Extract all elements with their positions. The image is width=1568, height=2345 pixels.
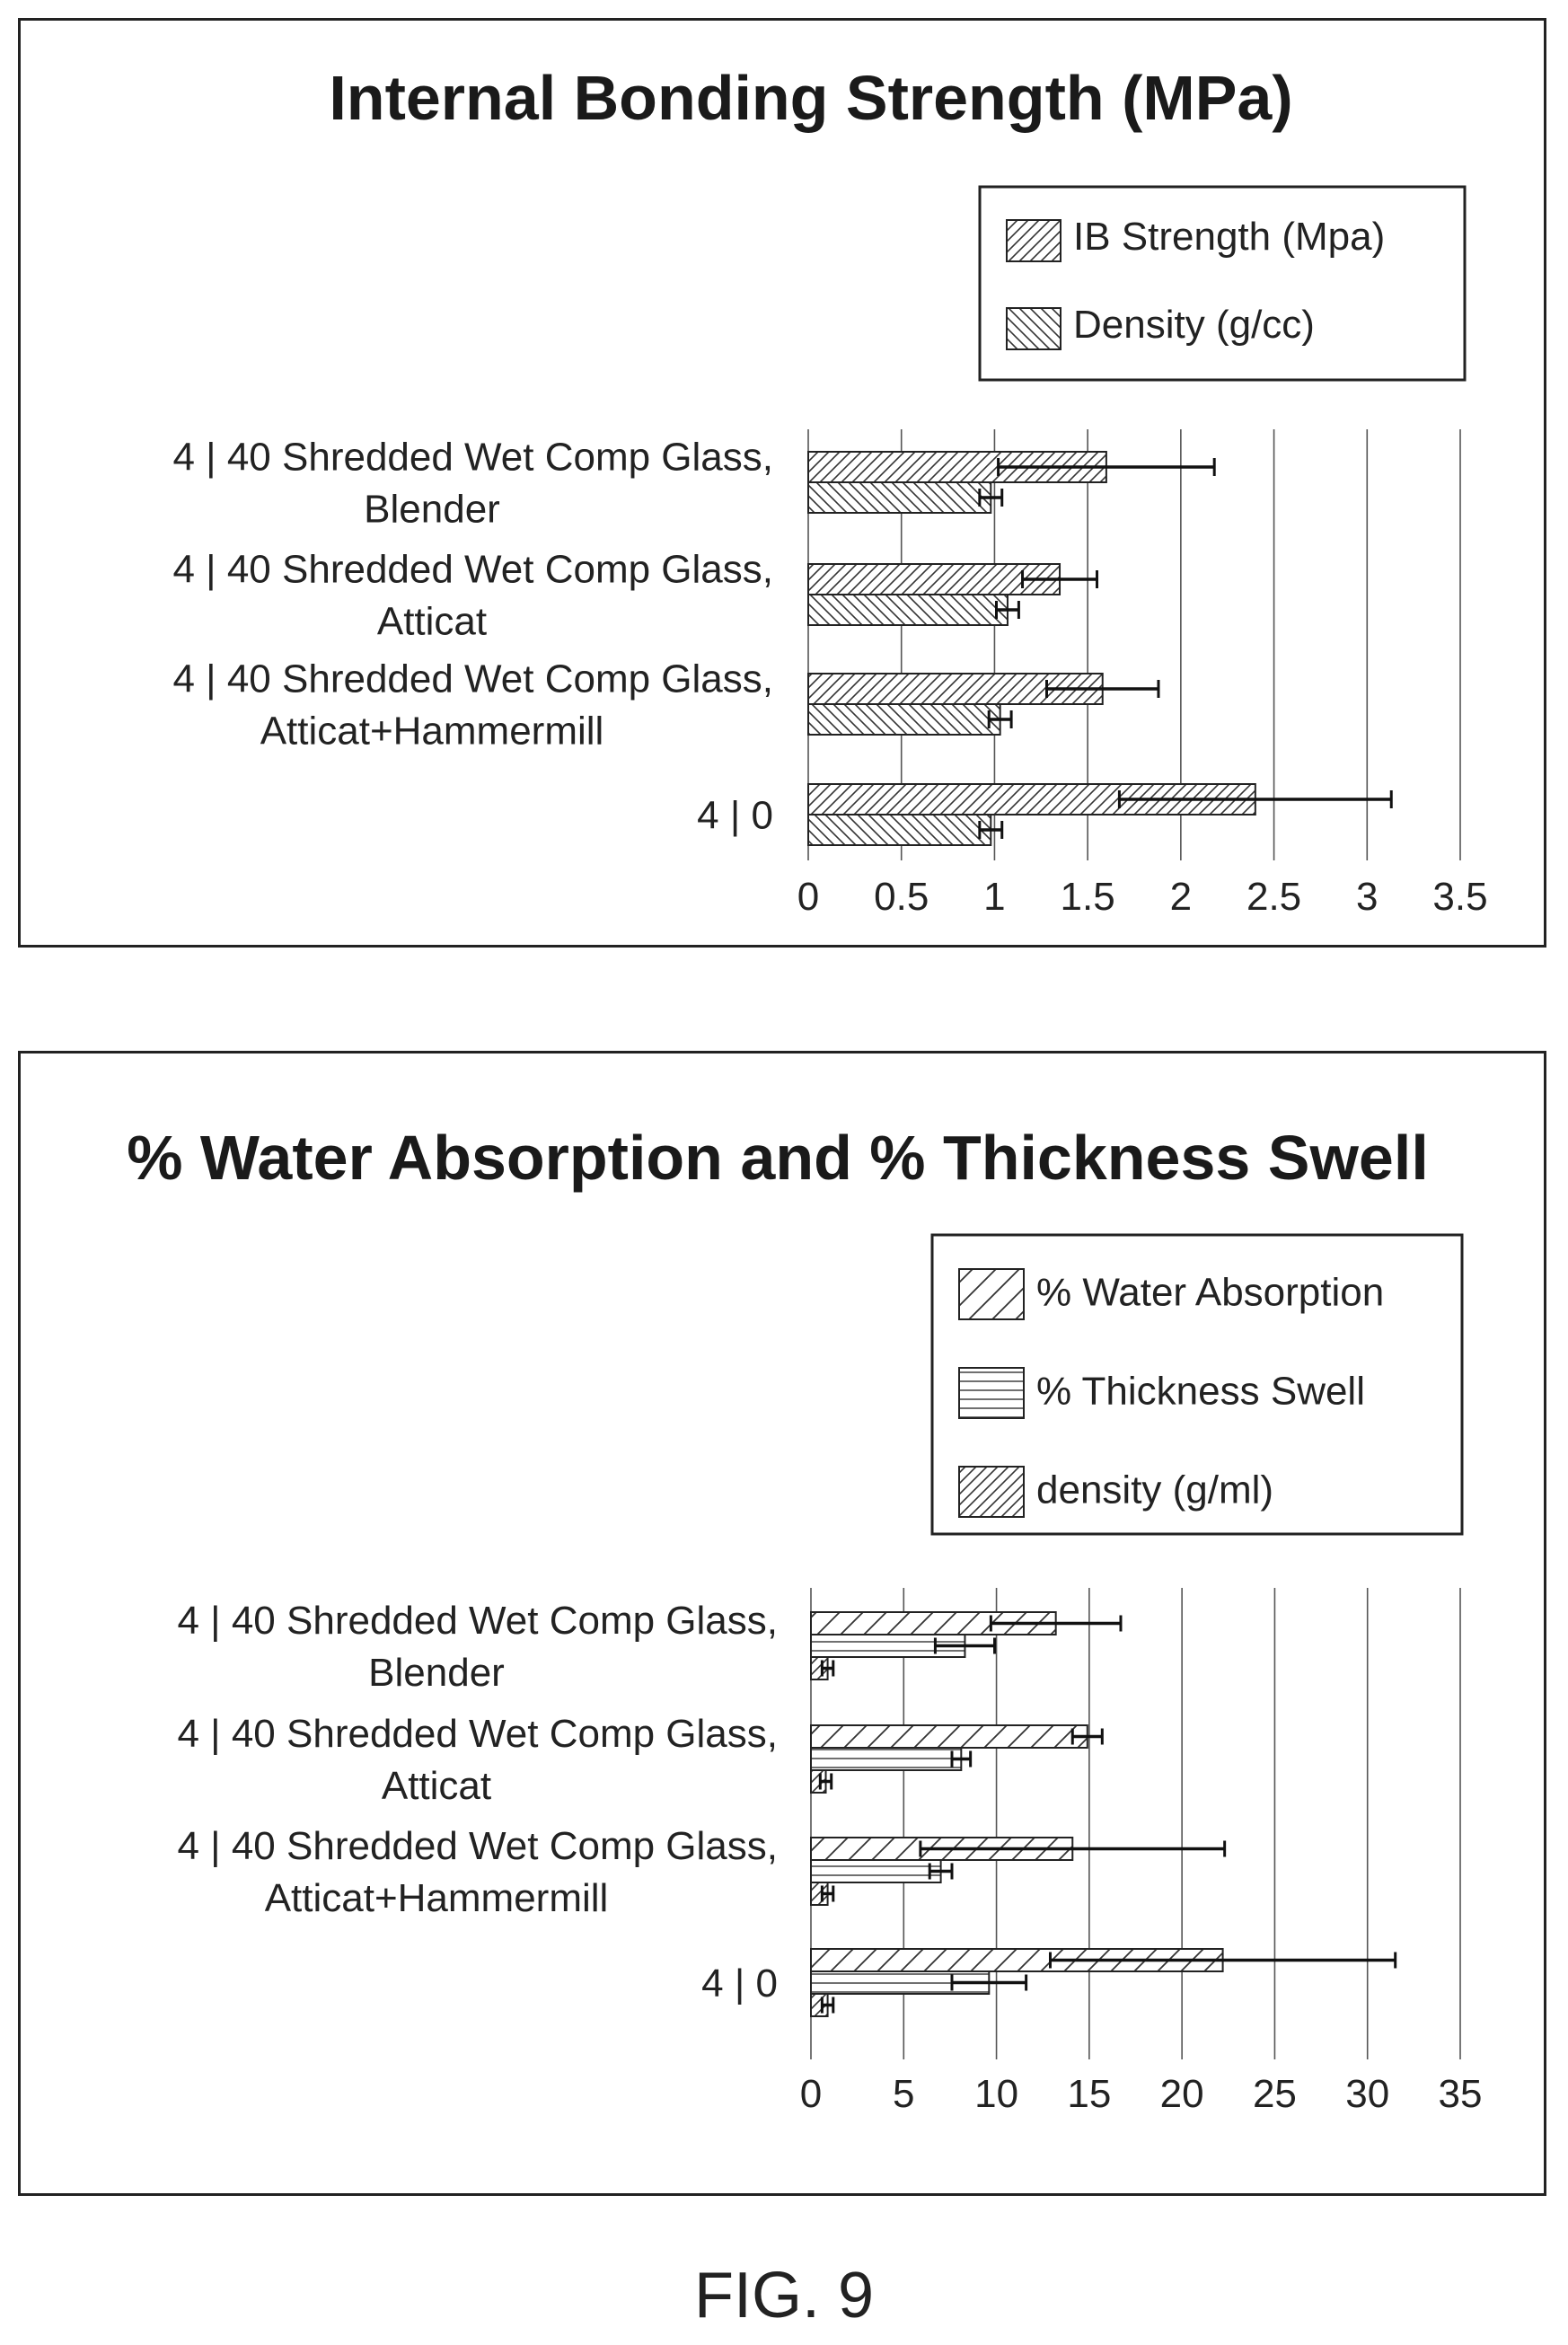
- x-tick-label: 3: [1356, 875, 1378, 919]
- x-tick-label: 2: [1170, 875, 1192, 919]
- water-absorption-chart: % Water Absorption and % Thickness Swell…: [127, 1123, 1483, 2116]
- category-label: 4 | 0: [701, 1962, 778, 2006]
- chart-title: % Water Absorption and % Thickness Swell: [127, 1123, 1429, 1193]
- chart-panel-water-absorption: % Water Absorption and % Thickness Swell…: [18, 1051, 1546, 2196]
- legend-label: IB Strength (Mpa): [1073, 215, 1385, 259]
- legend-swatch-density-g-cc: [1006, 307, 1061, 350]
- category-label: 4 | 40 Shredded Wet Comp Glass,: [177, 1712, 778, 1756]
- x-tick-label: 0: [800, 2072, 822, 2116]
- x-tick-label: 0.5: [874, 875, 929, 919]
- x-tick-label: 35: [1439, 2072, 1483, 2116]
- legend-label: % Thickness Swell: [1036, 1369, 1365, 1413]
- ib-strength-chart: Internal Bonding Strength (MPa) 0 0.5 1 1.5 2…: [172, 63, 1487, 919]
- chart-title: Internal Bonding Strength (MPa): [329, 63, 1292, 133]
- category-label: Blender: [368, 1651, 505, 1695]
- x-tick-label: 2.5: [1246, 875, 1301, 919]
- x-tick-label: 20: [1160, 2072, 1204, 2116]
- legend: % Water Absorption % Thickness Swell densi…: [930, 1233, 1464, 1536]
- legend-label: % Water Absorption: [1036, 1270, 1384, 1314]
- category-label: Atticat: [382, 1764, 491, 1808]
- legend-label: density (g/ml): [1036, 1468, 1273, 1512]
- x-tick-label: 15: [1067, 2072, 1111, 2116]
- x-tick-label: 30: [1345, 2072, 1389, 2116]
- category-label: Atticat+Hammermill: [265, 1876, 609, 1920]
- bar-water-absorption: [810, 1724, 1088, 1749]
- legend-swatch-density-g-ml: [958, 1466, 1025, 1518]
- x-tick-label: 5: [893, 2072, 914, 2116]
- category-label: 4 | 0: [697, 793, 773, 837]
- category-label: 4 | 40 Shredded Wet Comp Glass,: [172, 657, 773, 701]
- x-tick-label: 0: [797, 875, 819, 919]
- category-label: 4 | 40 Shredded Wet Comp Glass,: [177, 1599, 778, 1643]
- bar-thickness-swell: [810, 1859, 942, 1883]
- x-tick-label: 25: [1253, 2072, 1297, 2116]
- bar-density-g-cc: [807, 703, 1001, 736]
- chart-panel-ib-strength: Internal Bonding Strength (MPa) 0 0.5 1 1.5 2…: [18, 18, 1546, 948]
- x-tick-label: 10: [974, 2072, 1018, 2116]
- bar-density-g-cc: [807, 594, 1009, 626]
- category-label: 4 | 40 Shredded Wet Comp Glass,: [172, 435, 773, 479]
- figure-caption: FIG. 9: [693, 2260, 875, 2332]
- bar-density-g-cc: [807, 481, 992, 514]
- legend-swatch-water-absorption: [958, 1268, 1025, 1320]
- category-label: 4 | 40 Shredded Wet Comp Glass,: [177, 1824, 778, 1868]
- legend-swatch-ib-strength-mpa: [1006, 219, 1061, 262]
- category-label: Atticat: [377, 599, 487, 643]
- legend: IB Strength (Mpa) Density (g/cc): [978, 185, 1467, 382]
- x-tick-label: 3.5: [1432, 875, 1487, 919]
- category-label: 4 | 40 Shredded Wet Comp Glass,: [172, 547, 773, 591]
- bar-ib-strength-mpa: [807, 783, 1256, 815]
- x-tick-label: 1.5: [1061, 875, 1115, 919]
- bar-thickness-swell: [810, 1747, 963, 1771]
- category-label: Blender: [364, 487, 500, 531]
- legend-swatch-thickness-swell: [958, 1367, 1025, 1419]
- legend-label: Density (g/cc): [1073, 303, 1315, 347]
- x-tick-label: 1: [983, 875, 1005, 919]
- category-label: Atticat+Hammermill: [260, 709, 604, 753]
- bar-density-g-cc: [807, 814, 992, 846]
